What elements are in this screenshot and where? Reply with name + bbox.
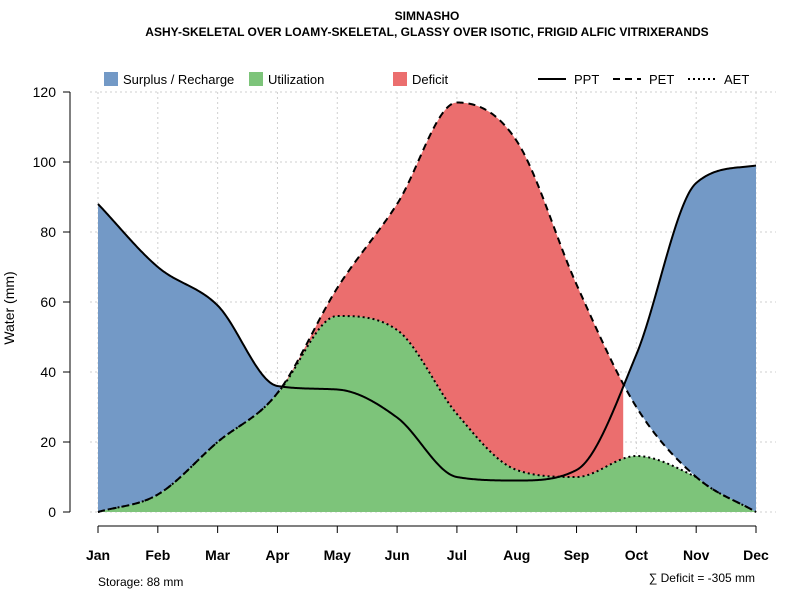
legend-label-ppt: PPT	[574, 72, 599, 87]
x-tick-label: Jun	[385, 547, 410, 563]
legend-swatch-surplus	[104, 72, 118, 86]
axes: 0 20 40 60 80 100 120 Jan Feb Mar Apr May Jun Jul Aug S…	[33, 84, 769, 563]
x-tick-label: Dec	[743, 547, 769, 563]
deficit-annotation: ∑ Deficit = -305 mm	[649, 571, 755, 585]
deficit-area	[282, 102, 624, 477]
utilization-area	[98, 316, 756, 512]
chart-subtitle: ASHY-SKELETAL OVER LOAMY-SKELETAL, GLASS…	[145, 25, 708, 39]
x-tick-label: May	[324, 547, 351, 563]
x-tick-label: Mar	[205, 547, 230, 563]
x-tick-label: Apr	[265, 547, 290, 563]
series-lines	[97, 101, 757, 513]
y-tick-label: 40	[40, 364, 56, 380]
water-balance-areas	[98, 102, 756, 512]
legend-label-surplus: Surplus / Recharge	[123, 72, 234, 87]
x-tick-label: Nov	[683, 547, 710, 563]
aet-line	[97, 315, 757, 513]
ppt-line	[97, 164, 757, 482]
x-tick-label: Jul	[447, 547, 467, 563]
y-tick-label: 0	[48, 504, 56, 520]
legend-label-aet: AET	[724, 72, 749, 87]
surplus-area	[98, 165, 756, 512]
pet-line	[97, 101, 757, 513]
y-tick-label: 120	[33, 84, 57, 100]
legend-label-pet: PET	[649, 72, 674, 87]
x-tick-label: Jan	[86, 547, 110, 563]
legend-label-utilization: Utilization	[268, 72, 324, 87]
x-tick-label: Oct	[625, 547, 649, 563]
y-tick-label: 100	[33, 154, 57, 170]
legend: Surplus / Recharge Utilization Deficit P…	[104, 72, 749, 87]
y-tick-label: 20	[40, 434, 56, 450]
chart-title: SIMNASHO	[395, 9, 460, 23]
legend-swatch-deficit	[393, 72, 407, 86]
x-tick-label: Aug	[503, 547, 530, 563]
x-tick-label: Feb	[145, 547, 170, 563]
legend-swatch-utilization	[249, 72, 263, 86]
legend-label-deficit: Deficit	[412, 72, 449, 87]
y-tick-label: 60	[40, 294, 56, 310]
y-axis-label: Water (mm)	[1, 271, 17, 344]
y-tick-label: 80	[40, 224, 56, 240]
storage-annotation: Storage: 88 mm	[98, 575, 183, 589]
x-tick-label: Sep	[564, 547, 590, 563]
